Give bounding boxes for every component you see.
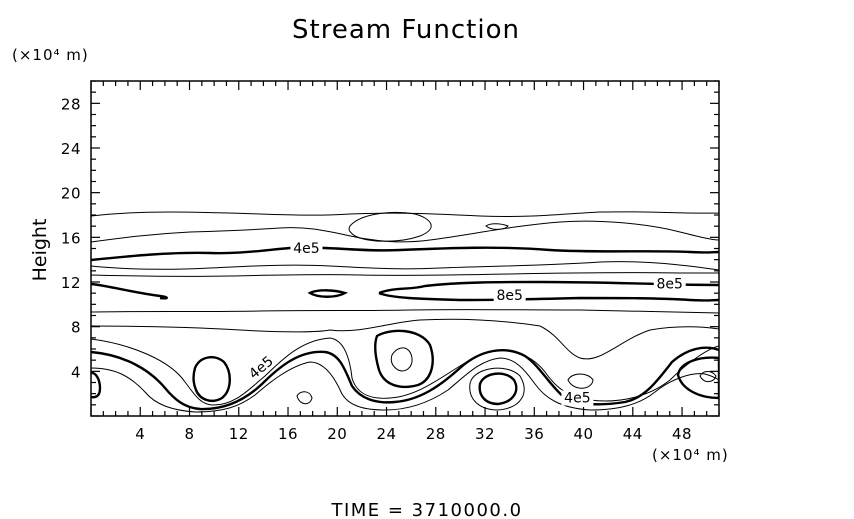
y-tick-label: 12 [61,274,81,292]
contour-line [478,372,518,406]
contour-line [91,371,102,399]
contour-line [91,318,719,360]
y-tick-label: 8 [71,319,81,337]
axis-ticks [90,80,720,417]
contour-line [469,367,525,411]
y-tick-label: 24 [61,140,81,158]
y-axis-title: Height [29,219,51,282]
contour-label-background [244,351,279,384]
chart-title: Stream Function [292,15,520,45]
plot-frame [90,80,720,417]
contour-label-background [290,240,323,256]
contour-line [307,289,349,298]
contour-line [91,357,719,413]
contour-line [378,291,719,302]
y-tick-label: 28 [61,95,81,113]
contour-label: 4e5 [293,241,319,257]
contour-line [348,212,432,242]
x-tick-label: 16 [278,425,298,443]
contour-label-background [493,287,526,303]
contour-field [91,211,719,413]
x-tick-label: 28 [426,425,446,443]
y-tick-label: 20 [61,185,81,203]
contour-line [390,347,413,372]
contour-line [567,373,594,389]
contour-label-background [653,276,686,292]
contour-line [699,371,717,383]
contour-line [676,356,719,400]
x-tick-label: 20 [327,425,347,443]
x-tick-label: 24 [376,425,396,443]
contour-label: 8e5 [496,288,522,304]
x-tick-label: 4 [135,425,145,443]
contour-line [91,246,719,262]
contour-line [91,309,719,314]
y-tick-labels: 4 8 12 16 20 24 28 [61,95,81,381]
contour-label-background [561,390,594,406]
y-tick-label: 4 [71,363,81,381]
x-tick-label: 44 [623,425,643,443]
x-tick-label: 48 [672,425,692,443]
contour-line [91,220,719,243]
x-tick-label: 32 [475,425,495,443]
time-readout: TIME = 3710000.0 [330,500,522,519]
contour-line [91,346,719,411]
contour-line [374,329,434,389]
contour-label: 4e5 [564,390,590,406]
x-tick-label: 8 [184,425,194,443]
contour-line [192,356,231,402]
contour-line [296,391,313,405]
x-tick-label: 12 [229,425,249,443]
contour-line [91,272,719,277]
x-tick-label: 36 [524,425,544,443]
x-axis-unit-label: (×10⁴ m) [652,446,729,464]
contour-line [91,280,719,300]
contour-label: 8e5 [657,277,683,293]
x-tick-label: 40 [574,425,594,443]
x-tick-labels: 4 8 12 16 20 24 28 32 36 40 44 48 [135,425,692,443]
contour-line [91,337,719,406]
contour-line [485,223,509,230]
y-axis-unit-label: (×10⁴ m) [12,46,89,64]
y-tick-label: 16 [61,229,81,247]
contour-line [91,261,719,271]
